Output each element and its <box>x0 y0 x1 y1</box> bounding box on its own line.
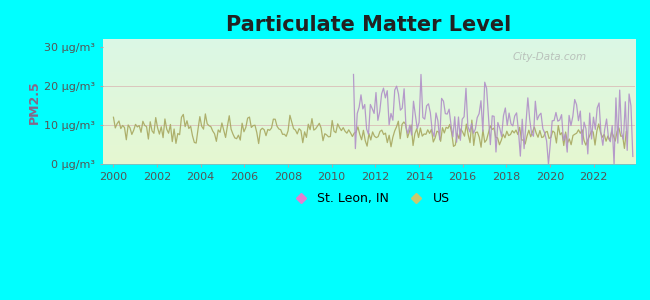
Title: Particulate Matter Level: Particulate Matter Level <box>226 15 512 35</box>
Text: City-Data.com: City-Data.com <box>513 52 587 62</box>
Y-axis label: PM2.5: PM2.5 <box>28 80 41 124</box>
Legend: St. Leon, IN, US: St. Leon, IN, US <box>283 188 454 210</box>
